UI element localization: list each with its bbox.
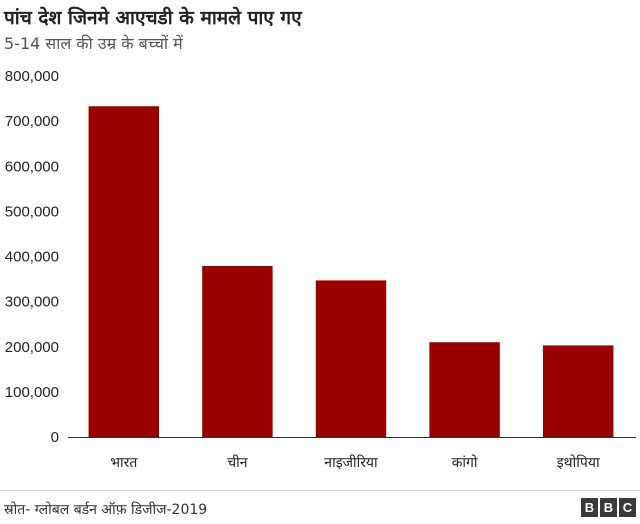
bbc-logo: B B C: [581, 498, 636, 517]
footer-divider: [0, 490, 640, 491]
x-tick-label: भारत: [110, 455, 138, 471]
bar: [202, 265, 273, 437]
bar: [315, 280, 387, 437]
y-tick-label: 100,000: [5, 384, 59, 401]
bar: [542, 345, 614, 437]
y-tick-label: 0: [51, 429, 59, 446]
bar-chart: 0 100,000 200,000 300,000 400,000 500,000 600,…: [5, 68, 636, 471]
y-tick-label: 800,000: [5, 68, 59, 85]
logo-letter-3: C: [619, 498, 636, 517]
x-tick-label: कांगो: [452, 454, 478, 471]
y-tick-label: 700,000: [5, 113, 59, 130]
logo-letter-1: B: [581, 498, 598, 517]
y-tick-label: 400,000: [5, 249, 59, 266]
logo-letter-2: B: [600, 498, 617, 517]
y-tick-label: 300,000: [5, 294, 59, 311]
y-tick-label: 200,000: [5, 339, 59, 356]
bar: [88, 106, 160, 437]
x-tick-label: चीन: [227, 454, 248, 471]
source-note: स्रोत- ग्लोबल बर्डन ऑफ़ डिजीज-2019: [4, 502, 208, 518]
bar: [429, 342, 500, 437]
chart-subtitle: 5-14 साल की उम्र के बच्चों में: [4, 34, 183, 53]
y-tick-label: 500,000: [5, 203, 59, 220]
x-tick-label: इथोपिया: [557, 454, 600, 471]
y-tick-label: 600,000: [5, 158, 59, 175]
chart-title: पांच देश जिनमे आएचडी के मामले पाए गए: [4, 7, 302, 29]
x-tick-label: नाइजीरिया: [324, 454, 378, 471]
